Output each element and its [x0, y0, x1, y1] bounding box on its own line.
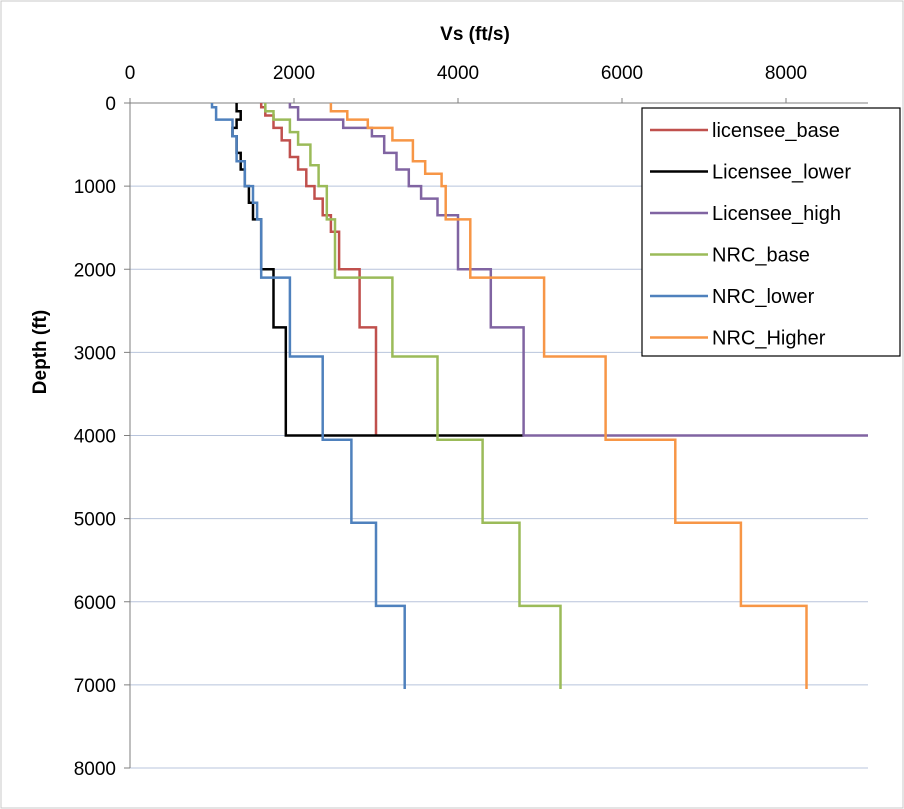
series-line-nrc-base [264, 103, 562, 689]
y-tick-label: 5000 [74, 510, 116, 531]
y-tick-label: 6000 [74, 593, 116, 614]
y-tick-label: 1000 [74, 177, 116, 198]
legend-label: NRC_base [712, 245, 810, 267]
x-tick-label: 2000 [273, 63, 315, 84]
series-line-nrc-higher [329, 103, 808, 689]
y-tick-label: 2000 [74, 260, 116, 281]
axes [124, 98, 868, 769]
legend-label: Licensee_lower [712, 162, 851, 184]
y-tick-label: 8000 [74, 759, 116, 780]
legend-label: Licensee_high [712, 203, 841, 225]
legend-label: NRC_lower [712, 286, 815, 308]
y-tick-label: 3000 [74, 343, 116, 364]
series-line-licensee-high [288, 103, 868, 437]
y-tick-label: 0 [105, 94, 116, 115]
y-axis-title: Depth (ft) [30, 310, 51, 394]
legend-label: licensee_base [712, 120, 840, 142]
x-axis-title: Vs (ft/s) [440, 24, 510, 45]
series-lines [210, 103, 868, 689]
legend: licensee_base Licensee_lower Licensee_high… [641, 107, 901, 357]
x-tick-label: 8000 [765, 63, 807, 84]
tick-labels: 0 1000 2000 3000 4000 5000 6000 7000 8000 0 2000 40… [74, 63, 807, 780]
series-line-nrc-lower [210, 103, 406, 689]
y-tick-label: 4000 [74, 427, 116, 448]
legend-box [641, 107, 901, 357]
x-tick-label: 0 [125, 63, 136, 84]
y-tick-label: 7000 [74, 676, 116, 697]
x-tick-label: 4000 [437, 63, 479, 84]
legend-label: NRC_Higher [712, 328, 826, 350]
x-tick-label: 6000 [601, 63, 643, 84]
